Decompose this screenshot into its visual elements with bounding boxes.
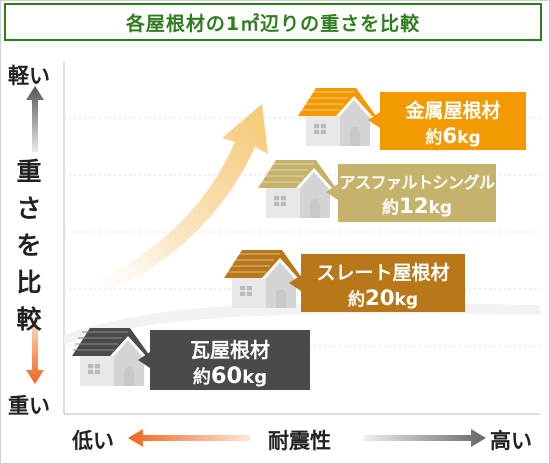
axis-high-label: 高い	[490, 429, 532, 453]
label-metal-roof: 金属屋根材 約6kg	[380, 92, 526, 150]
pointer-asphalt	[326, 184, 338, 200]
axis-vertical-label: 重さを比較	[16, 157, 42, 334]
house-slate-roof	[224, 250, 302, 308]
axis-low-label: 低い	[72, 429, 114, 453]
item-name: 金属屋根材	[405, 100, 501, 122]
house-asphalt-shingle	[258, 160, 336, 218]
trend-arrow	[70, 104, 268, 300]
item-weight: 約6kg	[425, 124, 481, 149]
item-name: アスファルトシングル	[339, 173, 495, 192]
item-weight: 約12kg	[381, 194, 453, 219]
label-asphalt-shingle: アスファルトシングル 約12kg	[338, 164, 496, 222]
item-name: 瓦屋根材	[190, 338, 270, 362]
house-tile-roof	[72, 328, 150, 386]
item-name: スレート屋根材	[316, 262, 450, 284]
chart-title: 各屋根材の1㎡辺りの重さを比較	[4, 3, 542, 41]
house-metal-roof	[298, 88, 376, 146]
vertical-axis-arrow	[26, 86, 44, 384]
horizontal-axis-arrow	[128, 429, 486, 447]
pointer-metal	[368, 112, 380, 128]
label-slate-roof: スレート屋根材 約20kg	[301, 254, 465, 312]
item-weight: 約60kg	[192, 363, 268, 389]
axis-light-label: 軽い	[8, 64, 50, 88]
axis-heavy-label: 重い	[8, 394, 50, 418]
background-wave	[64, 302, 540, 345]
item-weight: 約20kg	[347, 286, 419, 311]
label-tile-roof: 瓦屋根材 約60kg	[150, 330, 310, 390]
axis-middle-label: 耐震性	[268, 429, 331, 453]
pointer-slate	[289, 275, 301, 291]
pointer-tile	[138, 352, 150, 368]
